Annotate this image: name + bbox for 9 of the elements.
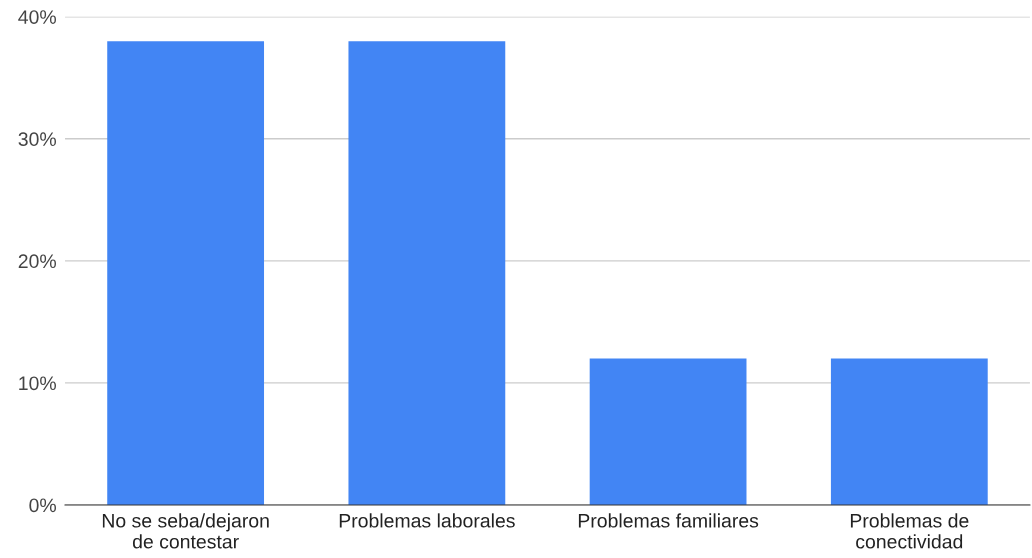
y-tick-label: 40% bbox=[18, 10, 56, 24]
y-tick-label: 30% bbox=[18, 132, 56, 147]
x-tick-label: No se seba/dejaron de contestar bbox=[102, 513, 269, 549]
y-tick-label: 10% bbox=[19, 376, 56, 391]
y-tick-label: 0% bbox=[29, 498, 56, 513]
y-tick-label: 20% bbox=[18, 254, 56, 269]
x-tick-label: Problemas familiares bbox=[578, 513, 759, 528]
x-tick-label: Problemas de conectividad bbox=[850, 513, 969, 549]
x-tick-label: Problemas laborales bbox=[339, 513, 515, 528]
